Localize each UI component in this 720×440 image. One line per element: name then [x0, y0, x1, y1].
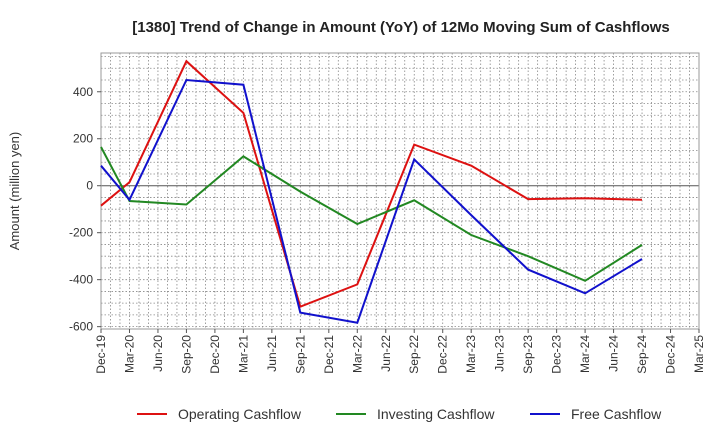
legend-label: Operating Cashflow	[178, 406, 302, 422]
x-tick-label: Jun-20	[151, 335, 165, 372]
y-axis-label: Amount (million yen)	[7, 132, 22, 251]
legend-label: Free Cashflow	[571, 406, 662, 422]
x-tick-label: Dec-20	[208, 335, 222, 374]
x-tick-label: Dec-23	[550, 335, 564, 374]
x-tick-label: Jun-21	[265, 335, 279, 372]
x-tick-label: Jun-22	[379, 335, 393, 372]
series-line-free-cashflow	[100, 78, 643, 324]
x-tick-label: Dec-22	[436, 335, 450, 374]
x-tick-label: Jun-23	[493, 335, 507, 372]
x-tick-label: Jun-24	[607, 335, 621, 372]
x-tick-label: Mar-23	[464, 335, 478, 373]
y-tick-label: 200	[73, 132, 93, 146]
x-tick-label: Dec-24	[664, 335, 678, 374]
series-line-operating-cashflow	[100, 59, 643, 309]
x-tick-label: Sep-23	[521, 335, 535, 374]
x-tick-label: Mar-22	[350, 335, 364, 373]
y-tick-label: -400	[69, 273, 93, 287]
x-axis-ticks: Dec-19 Mar-20 Jun-20 Sep-20 Dec-20 Mar-21 Jun-…	[94, 329, 706, 374]
series-lines	[100, 59, 643, 324]
x-tick-label: Mar-20	[122, 335, 136, 373]
chart-title: [1380] Trend of Change in Amount (YoY) o…	[132, 19, 670, 36]
y-tick-label: -200	[69, 226, 93, 240]
plot-frame	[100, 52, 700, 330]
y-tick-label: 400	[73, 85, 93, 99]
series-line-investing-cashflow	[100, 146, 643, 282]
x-tick-label: Sep-24	[635, 335, 649, 374]
y-axis-ticks: 400 200 0 -200 -400 -600	[69, 85, 101, 334]
x-tick-label: Sep-22	[407, 335, 421, 374]
legend-label: Investing Cashflow	[377, 406, 495, 422]
legend: Operating Cashflow Investing Cashflow Free…	[137, 406, 662, 422]
x-tick-label: Sep-20	[179, 335, 193, 374]
x-tick-label: Dec-19	[94, 335, 108, 374]
grid-lines	[101, 53, 699, 329]
y-tick-label: -600	[69, 320, 93, 334]
x-tick-label: Sep-21	[293, 335, 307, 374]
y-tick-label: 0	[86, 179, 93, 193]
x-tick-label: Dec-21	[322, 335, 336, 374]
x-tick-label: Mar-24	[578, 335, 592, 373]
x-tick-label: Mar-21	[236, 335, 250, 373]
x-tick-label: Mar-25	[692, 335, 706, 373]
